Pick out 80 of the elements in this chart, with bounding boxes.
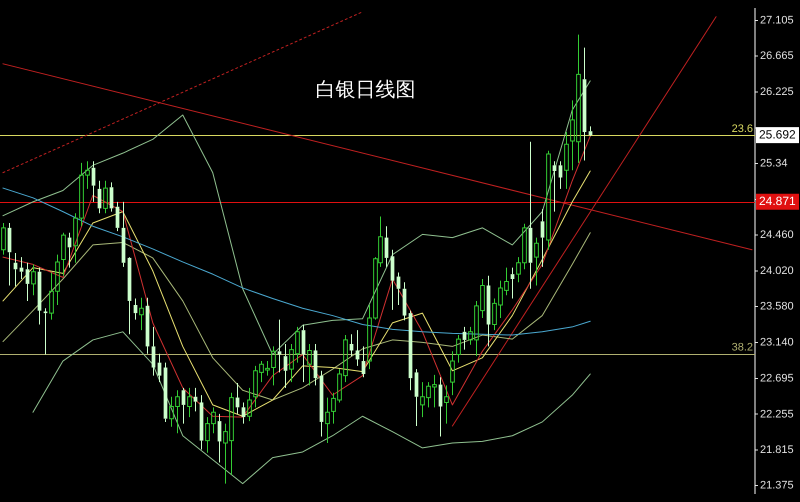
candlestick [510,267,514,300]
candlestick [390,249,394,310]
candlestick [450,350,455,396]
candlestick [38,267,42,325]
candlestick [14,252,18,287]
candlestick [462,326,466,350]
candlestick [314,343,318,386]
candlestick [236,382,240,414]
candlestick [456,334,461,364]
candlestick [438,376,442,438]
candlestick [486,275,490,347]
candlestick [402,282,406,321]
candlestick [103,180,108,214]
candlestick [194,387,198,412]
candlestick [396,272,400,306]
candlestick [242,402,246,424]
candlestick [26,262,30,302]
candlestick [534,237,539,286]
candlestick [92,160,96,202]
candlestick [320,370,324,438]
candlestick [134,298,138,320]
y-tick-label: 27.105 [760,14,794,26]
candlestick [218,413,222,464]
candlestick [122,201,126,268]
candlestick [356,330,360,366]
candlestick [139,297,144,331]
y-tick-label: 26.665 [760,50,794,62]
candlestick [20,256,24,280]
candlestick [1,222,6,256]
ref-line-label: 24.871 [759,194,796,208]
candlestick [146,297,150,354]
text: 白银日线图 [316,79,416,102]
candlestick [31,264,36,296]
candlestick [128,256,132,335]
candlestick [61,232,66,276]
candlestick [302,324,306,383]
y-tick-label: 21.815 [760,444,794,456]
y-tick-label: 24.460 [760,229,794,242]
candlestick [271,346,276,386]
y-tick-label: 22.695 [760,372,794,385]
candlestick [384,226,388,268]
candlestick [540,208,544,268]
candlestick [588,126,592,137]
candlestick [414,368,418,426]
candlestick [187,387,192,418]
annotation: 23.6 [732,122,753,135]
candlestick [564,132,569,190]
candlestick [68,232,72,268]
candlestick [116,201,120,232]
candlestick [362,346,366,378]
y-tick-label: 22.255 [760,408,794,420]
candlestick [558,160,562,190]
candlestick [98,180,102,214]
candlestick [110,182,114,212]
candlestick [44,308,48,356]
annotation: 38.2 [732,341,753,354]
candlestick [200,394,204,450]
y-tick-label: 21.375 [760,480,794,492]
candlestick [278,319,282,373]
candlestick [552,160,556,212]
candlestick [247,387,252,422]
y-tick-label: 23.580 [760,300,794,313]
candlestick [444,384,449,424]
y-tick-label: 24.020 [760,264,794,277]
candlestick [307,343,312,386]
candlestick [8,222,12,286]
candlestick [350,334,354,357]
candlestick [528,141,532,290]
annotation: 25.692 [759,127,796,142]
y-tick-label: 23.140 [760,336,794,348]
candlestick [182,387,186,424]
y-tick-label: 26.225 [760,86,794,98]
candlestick [546,150,551,250]
candlestick [408,310,412,391]
candlestick [582,47,586,161]
candlestick [284,343,288,388]
candlestick [158,353,162,383]
candlestick [152,326,156,376]
candlestick [164,362,168,422]
y-tick-label: 25.34 [760,158,788,170]
